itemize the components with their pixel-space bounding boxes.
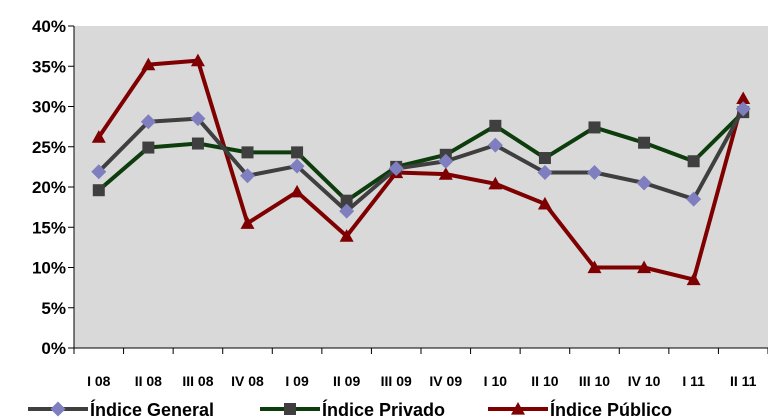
data-point <box>686 191 702 207</box>
x-tick-label: I 10 <box>484 373 508 389</box>
data-point <box>339 229 354 242</box>
data-point <box>91 130 106 143</box>
legend-item: Índice Público <box>488 399 672 420</box>
y-tick-label: 30% <box>32 98 66 117</box>
data-point <box>388 160 404 176</box>
x-tick-label: I 09 <box>285 373 309 389</box>
data-point <box>537 196 552 210</box>
data-point <box>736 91 751 105</box>
data-point <box>92 184 105 197</box>
legend-item: Índice General <box>28 399 214 420</box>
data-point <box>142 141 155 154</box>
series-2 <box>91 53 751 286</box>
x-tick-label: IV 10 <box>628 373 661 389</box>
legend: Índice General Índice Privado Índice Públi… <box>28 399 672 420</box>
legend-marker <box>50 401 66 417</box>
legend-label: Índice General <box>90 399 214 420</box>
data-point <box>190 53 205 67</box>
x-tick-label: II 09 <box>333 373 360 389</box>
data-point <box>438 153 454 169</box>
series-layer <box>91 53 751 286</box>
y-tick-label: 5% <box>41 299 66 318</box>
data-point <box>487 137 503 153</box>
data-point <box>488 176 503 190</box>
x-tick-label: I 11 <box>682 373 705 389</box>
data-point <box>637 260 652 274</box>
y-tick-label: 15% <box>32 218 66 237</box>
data-point <box>141 57 156 71</box>
data-point <box>240 216 255 229</box>
data-point <box>438 167 453 180</box>
x-tick-label: II 08 <box>135 373 162 389</box>
x-axis-ticks: I 08 II 08 III 08 IV 08 I 09 II 09 III 09 IV 09… <box>73 348 768 389</box>
x-tick-label: II 11 <box>730 373 757 389</box>
series-line <box>97 110 745 203</box>
legend-marker <box>284 403 296 415</box>
y-tick-label: 40% <box>32 17 66 36</box>
x-tick-label: IV 09 <box>429 373 462 389</box>
data-point <box>538 152 551 165</box>
data-point <box>240 168 255 184</box>
series-0 <box>91 101 751 219</box>
data-point <box>735 101 751 117</box>
series-line <box>97 58 746 282</box>
legend-label: Índice Privado <box>322 399 445 420</box>
data-point <box>340 194 353 207</box>
data-point <box>687 155 700 168</box>
series-1 <box>92 106 750 207</box>
data-point <box>537 165 553 181</box>
y-tick-label: 10% <box>32 259 66 278</box>
x-tick-label: III 10 <box>579 373 610 389</box>
plot-area <box>74 26 768 348</box>
y-axis-ticks: 0% 5% 10% 15% 20% 25% 30% 35% 40% <box>32 17 74 358</box>
data-point <box>290 184 305 198</box>
data-point <box>91 164 107 180</box>
y-tick-label: 20% <box>32 178 66 197</box>
x-tick-label: III 09 <box>381 373 412 389</box>
series-line <box>97 107 745 214</box>
data-point <box>291 146 304 159</box>
data-point <box>241 146 254 159</box>
data-point <box>638 136 651 149</box>
data-point <box>587 165 602 181</box>
x-tick-label: IV 08 <box>231 373 264 389</box>
x-tick-label: I 08 <box>87 373 111 389</box>
data-point <box>190 111 206 127</box>
legend-marker <box>511 402 525 415</box>
data-point <box>636 175 652 191</box>
y-tick-label: 25% <box>32 138 66 157</box>
data-point <box>191 137 204 150</box>
data-point <box>686 272 701 286</box>
legend-item: Índice Privado <box>260 399 445 420</box>
data-point <box>489 119 502 132</box>
data-point <box>140 114 156 130</box>
x-tick-label: II 10 <box>531 373 558 389</box>
data-point <box>339 203 355 219</box>
data-point <box>289 158 305 174</box>
legend-label: Índice Público <box>550 399 672 420</box>
y-tick-label: 0% <box>41 339 66 358</box>
data-point <box>587 260 602 274</box>
y-tick-label: 35% <box>32 57 66 76</box>
x-tick-label: III 08 <box>182 373 213 389</box>
data-point <box>588 121 601 134</box>
